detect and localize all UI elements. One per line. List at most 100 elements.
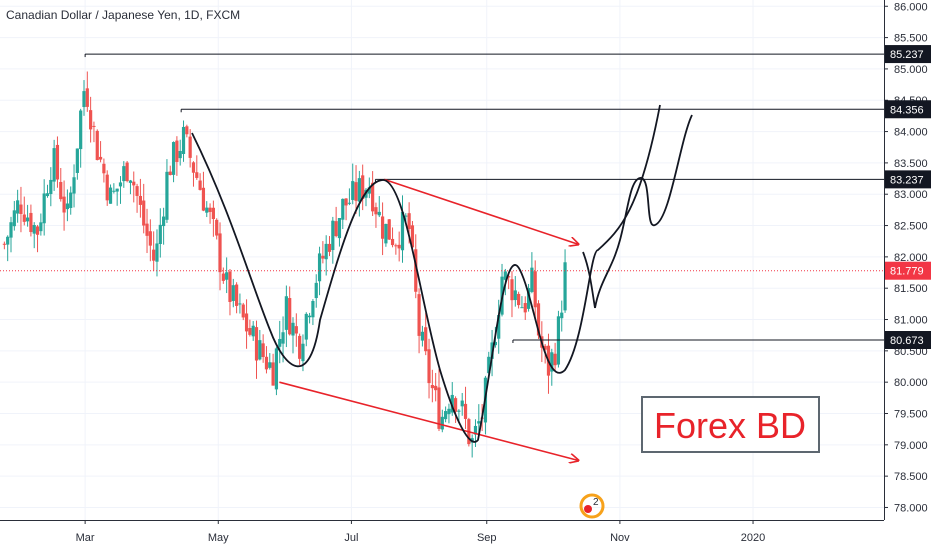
candle-body xyxy=(361,175,365,199)
price-axis[interactable]: 86.00085.50085.00084.50084.00083.50083.0… xyxy=(884,1,928,514)
x-tick-label: May xyxy=(208,532,229,544)
candle xyxy=(92,121,96,143)
candle xyxy=(152,231,156,272)
x-tick-label: Sep xyxy=(477,532,497,544)
candle-body xyxy=(155,243,159,262)
candle xyxy=(440,409,444,433)
candle-body xyxy=(400,211,405,251)
level-badge-bg xyxy=(885,170,931,189)
candle xyxy=(95,129,99,161)
level-badge-label: 85.237 xyxy=(890,49,924,61)
candle xyxy=(69,186,73,215)
candle xyxy=(517,291,521,309)
tradingview-logo-icon[interactable]: 2 xyxy=(579,493,605,519)
candle xyxy=(304,312,308,347)
candle-body xyxy=(16,200,20,214)
candle-body xyxy=(404,215,408,217)
candle-body xyxy=(25,217,30,222)
candle-body xyxy=(89,110,93,130)
x-tick-label: Mar xyxy=(76,532,95,544)
time-axis[interactable]: Mar May Jul Sep Nov 2020 xyxy=(76,520,766,544)
y-tick-label: 79.000 xyxy=(894,440,928,452)
level-badge: 83.237 xyxy=(885,170,931,189)
candle-body xyxy=(311,301,315,318)
candle-body xyxy=(118,182,123,187)
candle xyxy=(29,204,33,237)
candle-body xyxy=(407,213,411,230)
candle xyxy=(357,170,361,217)
candle-body xyxy=(45,193,50,197)
candle xyxy=(530,252,534,294)
candle-body xyxy=(533,271,537,308)
candle-body xyxy=(211,207,215,220)
candle xyxy=(25,204,30,227)
candle xyxy=(424,312,428,356)
candle-body xyxy=(334,221,338,237)
candle xyxy=(327,236,332,257)
y-tick-label: 84.000 xyxy=(894,127,928,139)
y-tick-label: 79.500 xyxy=(894,408,928,420)
candle xyxy=(410,221,415,251)
candle-body xyxy=(341,198,345,220)
candle xyxy=(274,346,279,396)
candle-body xyxy=(231,285,235,301)
candle-body xyxy=(171,142,176,175)
candle-body xyxy=(417,294,421,336)
candle xyxy=(185,124,189,138)
y-tick-label: 81.500 xyxy=(894,283,928,295)
candle-body xyxy=(75,148,79,173)
candle xyxy=(394,243,398,255)
candle-body xyxy=(95,130,99,161)
candle-body xyxy=(12,210,16,227)
candle-body xyxy=(457,410,461,412)
candle xyxy=(390,227,395,248)
y-tick-label: 86.000 xyxy=(894,1,928,13)
candle xyxy=(208,203,212,224)
candle-body xyxy=(145,223,149,236)
candle xyxy=(460,392,464,416)
candle xyxy=(45,184,50,198)
candle-body xyxy=(394,245,398,247)
candle xyxy=(49,167,53,207)
candle-body xyxy=(301,343,305,362)
candle-body xyxy=(102,163,106,174)
candle-body xyxy=(550,352,554,372)
candle xyxy=(314,274,318,308)
candle xyxy=(437,368,441,432)
candle-body xyxy=(158,224,162,245)
candle xyxy=(384,223,388,247)
candle xyxy=(85,71,89,112)
y-tick-label: 85.000 xyxy=(894,64,928,76)
candle-body xyxy=(278,338,282,347)
candle xyxy=(447,403,451,424)
y-tick-label: 83.000 xyxy=(894,189,928,201)
candle-body xyxy=(228,271,232,302)
y-tick-label: 85.500 xyxy=(894,33,928,45)
level-badge-bg xyxy=(885,100,931,119)
candle xyxy=(377,196,381,218)
candle-body xyxy=(191,162,196,173)
candle xyxy=(218,222,222,291)
candle-body xyxy=(235,284,239,306)
candle-body xyxy=(165,171,169,220)
candle xyxy=(560,300,564,332)
candle xyxy=(9,216,13,253)
candle-body xyxy=(530,267,534,292)
candle-body xyxy=(497,314,501,339)
candle xyxy=(298,333,302,365)
candle-body xyxy=(367,187,371,194)
candle-body xyxy=(72,177,76,194)
candle-body xyxy=(168,171,172,176)
candle xyxy=(148,219,152,262)
candle-body xyxy=(264,356,269,370)
y-tick-label: 78.000 xyxy=(894,502,928,514)
candle xyxy=(42,179,46,236)
candle xyxy=(89,96,93,143)
candle xyxy=(22,196,26,226)
x-tick-label: Nov xyxy=(610,532,630,544)
candle-body xyxy=(2,243,6,245)
candle-body xyxy=(188,136,192,158)
candle xyxy=(118,176,123,204)
